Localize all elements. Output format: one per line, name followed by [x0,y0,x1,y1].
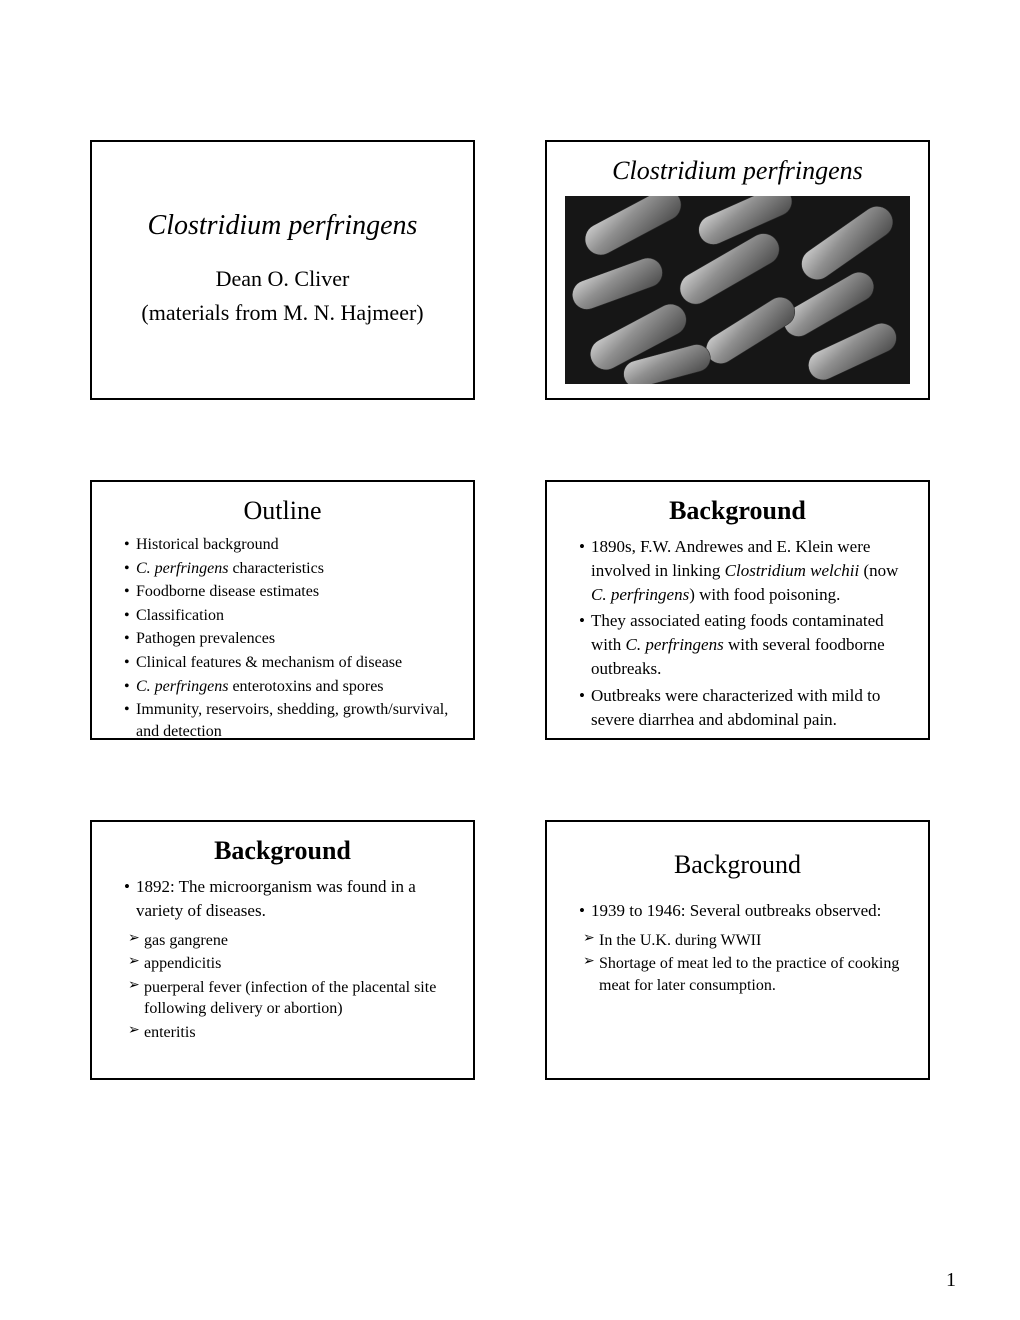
page: Clostridium perfringens Dean O. Cliver (… [0,0,1020,1320]
slide-background-3: Background 1939 to 1946: Several outbrea… [545,820,930,1080]
background3-heading: Background [565,850,910,880]
list-item: They associated eating foods contaminate… [579,609,910,680]
list-item: C. perfringens characteristics [124,558,455,580]
slide-background-1: Background 1890s, F.W. Andrewes and E. K… [545,480,930,740]
list-item: Foodborne disease estimates [124,581,455,603]
sub-item: appendicitis [128,953,455,975]
author-line-2: (materials from M. N. Hajmeer) [110,300,455,326]
slide-image: Clostridium perfringens [545,140,930,400]
sub-item: In the U.K. during WWII [583,930,910,952]
background2-heading: Background [110,836,455,866]
list-item: Immunity, reservoirs, shedding, growth/s… [124,699,455,740]
sub-item: enteritis [128,1022,455,1044]
outline-list: Historical background C. perfringens cha… [110,532,455,740]
background2-sublist: gas gangrene appendicitis puerperal feve… [128,928,455,1046]
slide-title: Clostridium perfringens Dean O. Cliver (… [90,140,475,400]
sub-item: Shortage of meat led to the practice of … [583,953,910,996]
slide-grid: Clostridium perfringens Dean O. Cliver (… [90,140,930,1080]
list-item: Classification [124,605,455,627]
background3-sublist: In the U.K. during WWII Shortage of meat… [583,928,910,999]
background2-list: 1892: The microorganism was found in a v… [110,872,455,926]
list-item: 1890s, F.W. Andrewes and E. Klein were i… [579,535,910,606]
slide-title-heading: Clostridium perfringens [110,210,455,242]
background1-heading: Background [565,496,910,526]
page-number: 1 [946,1269,956,1292]
background1-list: 1890s, F.W. Andrewes and E. Klein were i… [565,532,910,734]
list-item: Pathogen prevalences [124,628,455,650]
list-item: Outbreaks were characterized with mild t… [579,684,910,732]
sub-item: puerperal fever (infection of the placen… [128,977,455,1020]
list-item: Clinical features & mechanism of disease [124,652,455,674]
sub-item: gas gangrene [128,930,455,952]
background3-list: 1939 to 1946: Several outbreaks observed… [565,896,910,926]
slide-outline: Outline Historical background C. perfrin… [90,480,475,740]
list-item: C. perfringens enterotoxins and spores [124,676,455,698]
list-item: Historical background [124,534,455,556]
outline-heading: Outline [110,496,455,526]
list-item: 1892: The microorganism was found in a v… [124,875,455,923]
slide-background-2: Background 1892: The microorganism was f… [90,820,475,1080]
author-line-1: Dean O. Cliver [110,266,455,292]
list-item: 1939 to 1946: Several outbreaks observed… [579,899,910,923]
slide-image-heading: Clostridium perfringens [565,156,910,186]
micrograph-image [565,196,910,384]
